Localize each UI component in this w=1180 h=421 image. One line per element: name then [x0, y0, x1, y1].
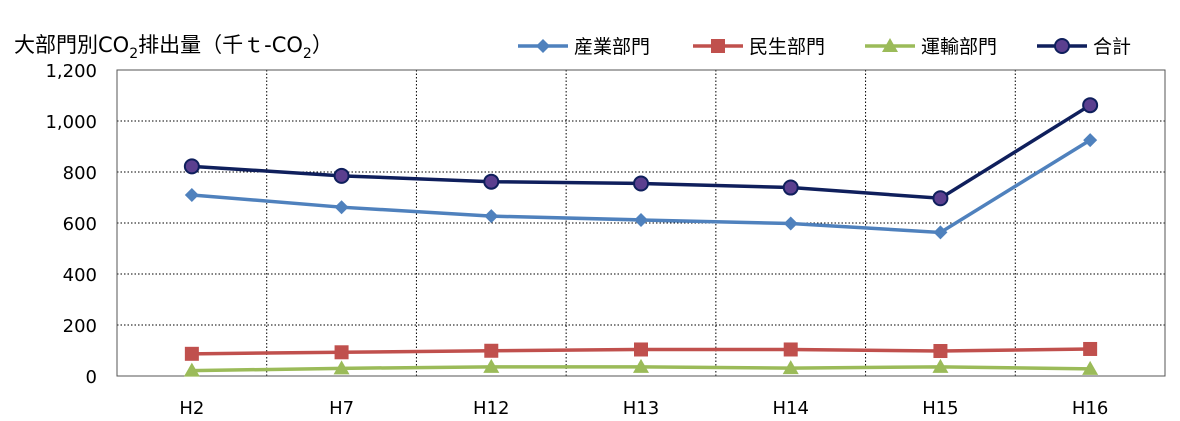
data-point-square [783, 342, 798, 357]
data-point-triangle [333, 360, 350, 375]
data-point-diamond [783, 216, 798, 231]
legend-label: 合計 [1093, 36, 1131, 58]
data-point-circle [1082, 97, 1099, 114]
y-tick-label: 200 [63, 316, 97, 337]
data-point-square [484, 343, 499, 358]
data-point-triangle [882, 38, 898, 52]
legend-label: 民生部門 [749, 36, 825, 58]
y-tick-label: 400 [63, 265, 97, 286]
y-tick-label: 1,200 [45, 61, 97, 82]
data-point-circle [333, 167, 350, 184]
data-point-diamond [334, 200, 349, 215]
legend-item: 民生部門 [693, 36, 825, 58]
data-point-square [1083, 341, 1098, 356]
data-point-triangle [483, 358, 500, 373]
x-tick-label: H12 [473, 398, 509, 419]
y-tick-label: 1,000 [45, 112, 97, 133]
data-point-circle [1054, 38, 1070, 54]
legend-label: 産業部門 [574, 36, 650, 58]
y-tick-label: 600 [63, 214, 97, 235]
y-tick-label: 0 [86, 367, 97, 388]
data-point-diamond [634, 212, 648, 227]
x-tick-label: H15 [922, 398, 958, 419]
data-point-square [184, 346, 199, 361]
data-point-diamond [536, 39, 550, 53]
data-point-triangle [1082, 360, 1099, 375]
data-point-square [933, 344, 948, 359]
x-tick-label: H14 [772, 398, 808, 419]
plot-border [116, 69, 1166, 377]
y-tick-label: 800 [63, 163, 97, 184]
data-point-square [334, 345, 349, 360]
legend-item: 運輸部門 [865, 36, 997, 58]
data-point-triangle [633, 358, 649, 373]
data-point-triangle [183, 362, 200, 377]
x-tick-label: H13 [623, 398, 659, 419]
x-axis: H2 H7 H12 H13 H14 H15 H16 [179, 398, 1108, 419]
x-tick-label: H16 [1072, 398, 1108, 419]
chart-legend: 産業部門 民生部門 運輸部門 合計 [518, 36, 1131, 58]
legend-item: 産業部門 [518, 36, 650, 58]
series-square [184, 341, 1098, 361]
series-diamond [184, 133, 1098, 240]
series-circle [183, 97, 1099, 207]
data-point-diamond [484, 209, 499, 224]
data-point-circle [633, 175, 649, 192]
data-point-diamond [933, 225, 948, 240]
data-point-triangle [932, 358, 949, 373]
chart-title: 大部門別CO2排出量（千ｔ-CO2） [14, 33, 333, 62]
plot-area [116, 69, 1166, 377]
data-point-circle [183, 158, 200, 175]
data-point-circle [483, 173, 500, 190]
legend-label: 運輸部門 [921, 36, 997, 58]
data-point-diamond [184, 187, 199, 202]
data-point-square [711, 39, 725, 53]
data-point-circle [932, 190, 949, 207]
data-point-square [634, 342, 648, 357]
legend-item: 合計 [1037, 36, 1131, 58]
data-point-circle [782, 179, 799, 196]
data-point-triangle [782, 360, 799, 375]
y-axis: 0 200 400 600 800 1,000 1,200 [45, 61, 97, 388]
chart-series [183, 97, 1099, 377]
x-tick-label: H2 [179, 398, 204, 419]
x-tick-label: H7 [329, 398, 354, 419]
data-point-diamond [1083, 133, 1098, 148]
series-triangle [183, 358, 1099, 377]
